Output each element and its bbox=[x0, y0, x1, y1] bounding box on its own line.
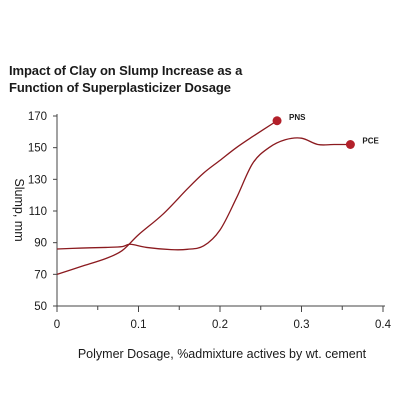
x-tick-label: 0.2 bbox=[212, 319, 228, 331]
chart-title-line-1: Impact of Clay on Slump Increase as a bbox=[9, 63, 243, 78]
series-marker-pns bbox=[272, 116, 282, 126]
y-tick-label: 110 bbox=[29, 206, 47, 218]
x-tick-label: 0.1 bbox=[131, 319, 147, 331]
chart-title: Impact of Clay on Slump Increase as a Fu… bbox=[9, 62, 309, 96]
x-tick-label: 0 bbox=[54, 319, 60, 331]
y-tick-label: 150 bbox=[28, 143, 47, 155]
series-line-pce bbox=[56, 137, 351, 251]
y-tick-label: 130 bbox=[28, 174, 47, 186]
y-tick-label: 90 bbox=[34, 238, 47, 250]
x-axis-title: Polymer Dosage, %admixture actives by wt… bbox=[78, 347, 367, 361]
y-axis-title: Slump, mm bbox=[12, 178, 26, 241]
series-line-pns bbox=[56, 120, 278, 275]
y-tick-label: 50 bbox=[34, 301, 47, 313]
x-tick-label: 0.4 bbox=[375, 319, 392, 331]
series-marker-pce bbox=[345, 140, 355, 149]
x-tick-label: 0.3 bbox=[294, 319, 310, 331]
series-label-pns: PNS bbox=[289, 113, 306, 122]
y-tick-label: 170 bbox=[28, 111, 47, 123]
series-layer: PNS PCE bbox=[56, 113, 380, 275]
y-tick-label: 70 bbox=[34, 269, 47, 281]
axes: 50 70 90 110 130 150 170 0 0.1 0.2 0.3 0.4 bbox=[28, 111, 392, 331]
chart-title-line-2: Function of Superplasticizer Dosage bbox=[9, 80, 231, 95]
series-label-pce: PCE bbox=[362, 137, 379, 146]
